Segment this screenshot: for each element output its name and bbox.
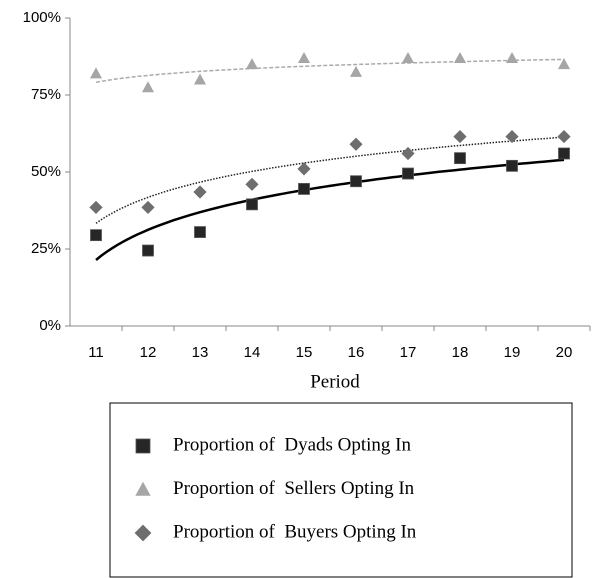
x-tick-label: 15 [296,344,313,361]
trendline [95,158,565,261]
point [557,58,571,70]
point [401,146,415,161]
point [454,152,466,165]
legend-label: Proportion of Dyads Opting In [173,434,412,455]
point [557,129,571,144]
point [246,198,258,211]
legend-marker [135,481,151,496]
point [506,159,518,172]
x-tick-label: 16 [348,344,365,361]
x-tick-label: 18 [452,344,469,361]
legend-box [109,402,573,578]
x-tick-label: 17 [400,344,417,361]
point [89,67,103,79]
x-axis-label: Period [310,371,360,392]
y-tick-label: 25% [31,240,61,257]
x-tick-label: 20 [556,344,573,361]
y-tick-label: 75% [31,86,61,103]
legend-label: Proportion of Sellers Opting In [173,478,415,499]
point [349,65,363,77]
point [350,175,362,188]
x-tick-label: 13 [192,344,209,361]
point [297,51,311,63]
point [349,137,363,151]
legend-marker [134,524,152,542]
legend-marker [135,438,151,454]
point [453,129,467,144]
point [194,226,206,238]
point [141,200,155,215]
trendline [95,58,565,84]
legend-label: Proportion of Buyers Opting In [173,521,417,542]
point [453,51,467,63]
x-tick-label: 11 [88,344,104,361]
point [193,185,207,199]
point [142,244,154,257]
point [90,229,102,242]
trendline [95,136,565,224]
x-tick-label: 12 [140,344,157,361]
point [141,81,155,93]
point [558,147,570,160]
point [402,167,414,180]
point [298,183,310,195]
point [245,177,259,191]
point [297,162,311,176]
point [193,73,207,85]
point [505,51,519,63]
y-tick-label: 0% [39,317,61,334]
y-tick-label: 50% [31,163,61,180]
point [89,200,103,215]
point [505,129,519,144]
point [245,58,259,70]
point [401,51,415,63]
x-tick-label: 19 [504,344,521,361]
y-tick-label: 100% [23,9,61,26]
x-tick-label: 14 [244,344,261,361]
